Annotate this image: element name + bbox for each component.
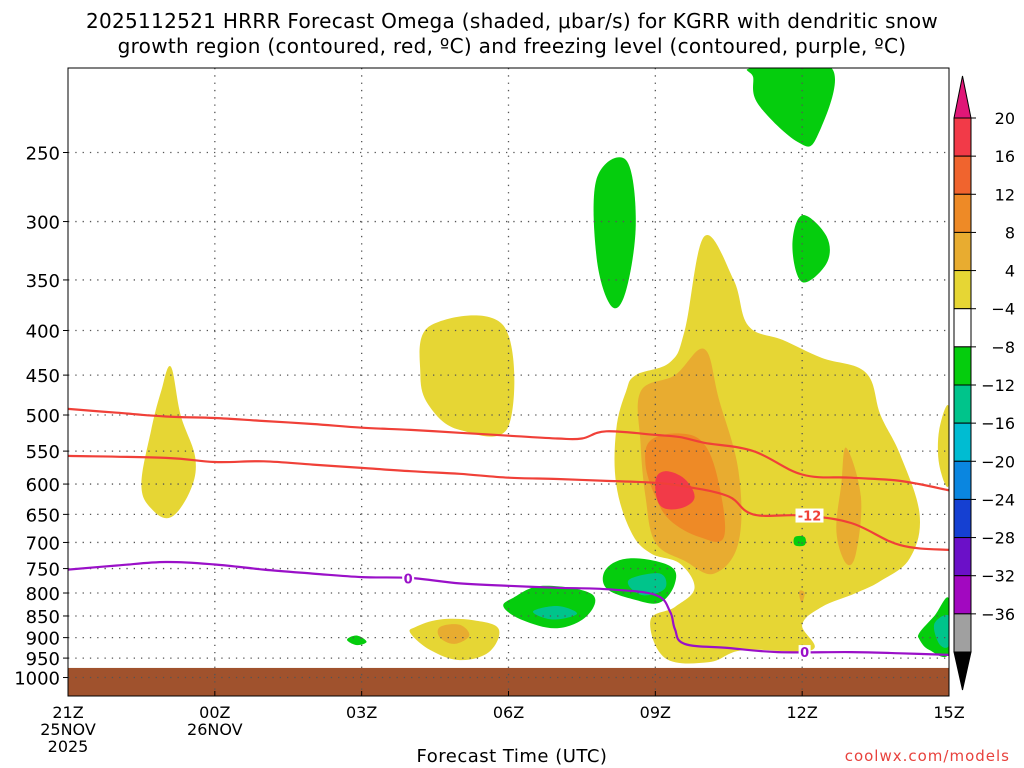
omega-region-1-0 <box>437 624 470 644</box>
colorbar-swatch-12 <box>953 575 972 615</box>
credit-link[interactable]: coolwx.com/models <box>844 747 1010 765</box>
colorbar-swatch-11 <box>953 537 972 577</box>
x-tick-label-0-1: 25NOV <box>40 720 96 739</box>
omega-region-0-1 <box>419 315 515 437</box>
colorbar-label-8: −16 <box>981 414 1015 433</box>
omega-region-5-0 <box>627 573 667 596</box>
contour-line-0 <box>68 407 949 492</box>
y-tick-label-900: 900 <box>26 629 60 650</box>
x-tick-label-15-0: 12Z <box>787 703 818 722</box>
contour-label-bg-1-0 <box>795 508 824 523</box>
colorbar-swatch-8 <box>953 422 972 462</box>
omega-region-0-4 <box>937 405 949 487</box>
colorbar-swatch-10 <box>953 498 972 539</box>
colorbar-swatch-13 <box>953 613 972 653</box>
y-tick-label-750: 750 <box>26 560 60 581</box>
omega-region-4-5 <box>347 635 367 646</box>
y-tick-label-250: 250 <box>26 144 60 165</box>
y-tick-label-300: 300 <box>26 213 60 234</box>
colorbar-label-11: −28 <box>981 529 1015 548</box>
colorbar-label-0: 20 <box>995 109 1015 128</box>
colorbar-label-2: 12 <box>995 185 1015 204</box>
contour-label-bg-2-0 <box>402 571 415 586</box>
y-tick-label-1000: 1000 <box>14 669 60 690</box>
y-axis: 2503003504004505005506006507007508008509… <box>14 144 68 690</box>
omega-region-5-2 <box>933 614 949 648</box>
omega-region-4-2 <box>792 215 830 283</box>
chart-title-line1: 2025112521 HRRR Forecast Omega (shaded, … <box>85 9 939 33</box>
colorbar-bottom-arrow <box>953 651 972 691</box>
x-tick-label-18-0: 15Z <box>933 703 964 722</box>
colorbar-label-9: −20 <box>981 452 1015 471</box>
colorbar-swatch-6 <box>953 346 972 386</box>
x-axis-label: Forecast Time (UTC) <box>416 746 608 767</box>
colorbar-label-6: −8 <box>991 338 1015 357</box>
colorbar-swatch-4 <box>953 270 972 310</box>
y-tick-label-650: 650 <box>26 505 60 526</box>
y-tick-label-450: 450 <box>26 366 60 387</box>
chart-title-line2: growth region (contoured, red, ºC) and f… <box>117 34 907 58</box>
y-tick-label-500: 500 <box>26 406 60 427</box>
colorbar-swatch-3 <box>953 231 972 272</box>
omega-region-5-1 <box>532 605 578 620</box>
y-tick-label-400: 400 <box>26 322 60 343</box>
colorbar-swatch-2 <box>953 193 972 233</box>
colorbar-label-5: −4 <box>991 300 1015 319</box>
y-tick-label-850: 850 <box>26 607 60 628</box>
colorbar-swatch-0 <box>953 117 972 157</box>
colorbar-label-1: 16 <box>995 147 1015 166</box>
colorbar-top-arrow <box>953 75 972 119</box>
omega-shading-layer <box>141 68 949 664</box>
colorbar-swatch-1 <box>953 155 972 195</box>
contour-label-2-1: 0 <box>800 646 809 661</box>
y-tick-label-600: 600 <box>26 475 60 496</box>
colorbar-label-10: −24 <box>981 490 1015 509</box>
colorbar: 20 16 12 8 4 −4 −8 −12 −16 −20 −24 −28 −32 −36 <box>953 75 1015 691</box>
x-tick-label-3-1: 26NOV <box>187 720 243 739</box>
contour-line-2 <box>68 560 949 656</box>
x-tick-label-0-0: 21Z <box>52 703 83 722</box>
y-tick-label-700: 700 <box>26 533 60 554</box>
x-tick-label-9-0: 06Z <box>493 703 524 722</box>
omega-region-0-0 <box>141 365 196 519</box>
colorbar-label-12: −32 <box>981 567 1015 586</box>
x-tick-label-12-0: 09Z <box>640 703 671 722</box>
omega-region-4-6 <box>793 535 806 547</box>
contour-label-1-0: -12 <box>798 510 822 525</box>
x-tick-label-3-0: 00Z <box>199 703 230 722</box>
colorbar-label-7: −12 <box>981 376 1015 395</box>
omega-region-3-0 <box>655 471 695 510</box>
grid-layer <box>68 68 949 696</box>
colorbar-label-13: −36 <box>981 605 1015 624</box>
omega-region-1-3 <box>799 590 805 603</box>
colorbar-swatch-9 <box>953 460 972 500</box>
colorbar-label-3: 8 <box>1005 223 1015 242</box>
omega-region-4-0 <box>746 68 835 147</box>
y-tick-label-350: 350 <box>26 271 60 292</box>
contour-label-bg-2-1 <box>798 645 811 660</box>
contour-label-2-0: 0 <box>404 573 413 588</box>
y-tick-label-950: 950 <box>26 649 60 670</box>
y-tick-label-800: 800 <box>26 584 60 605</box>
contour-lines-layer: -12 0 0 <box>68 407 949 661</box>
x-tick-label-0-2: 2025 <box>48 737 89 756</box>
colorbar-swatch-7 <box>953 384 972 424</box>
x-tick-label-6-0: 03Z <box>346 703 377 722</box>
omega-region-4-1 <box>593 157 636 309</box>
y-tick-label-550: 550 <box>26 442 60 463</box>
colorbar-label-4: 4 <box>1005 262 1015 281</box>
colorbar-swatch-5 <box>953 308 972 348</box>
